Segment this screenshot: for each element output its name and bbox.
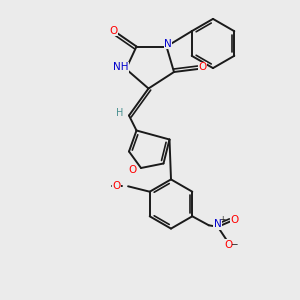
Text: +: + xyxy=(219,215,226,224)
Text: O: O xyxy=(112,181,121,191)
Text: N: N xyxy=(214,219,222,230)
Text: NH: NH xyxy=(113,62,128,73)
Text: N: N xyxy=(164,38,172,49)
Text: O: O xyxy=(224,240,232,250)
Text: O: O xyxy=(109,26,118,36)
Text: O: O xyxy=(112,181,121,191)
Text: O: O xyxy=(198,62,207,73)
Text: O: O xyxy=(231,215,239,225)
Text: H: H xyxy=(116,108,124,118)
Text: O: O xyxy=(128,165,137,176)
Text: −: − xyxy=(230,239,237,248)
